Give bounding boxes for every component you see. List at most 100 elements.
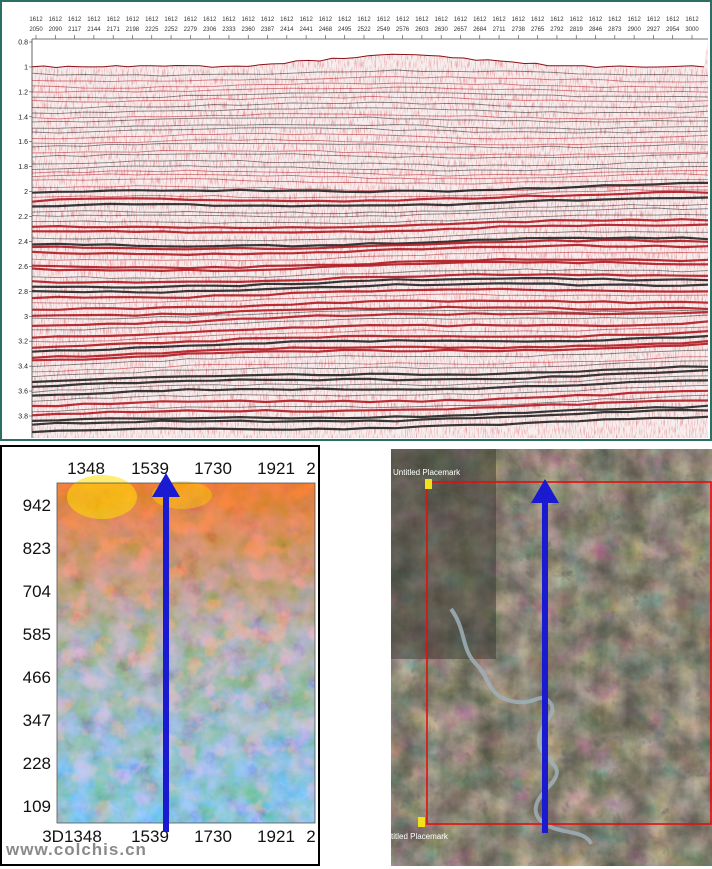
- placemark-bottom: titled Placemark: [391, 817, 449, 841]
- inline-label: 1612: [106, 17, 120, 23]
- trace-label: 2819: [570, 27, 584, 33]
- placemark-top-label: Untitled Placemark: [393, 468, 461, 477]
- inline-label: 1612: [492, 17, 506, 23]
- trace-header: 1612 2360: [242, 17, 256, 39]
- trace-label: 2873: [608, 27, 622, 33]
- inline-label: 1612: [666, 17, 680, 23]
- map-x-tick-label: 3D1348: [42, 827, 102, 846]
- trace-header: 1612 2090: [49, 17, 63, 39]
- map-x-tick-label: 1921: [257, 827, 295, 846]
- trace-label: 2441: [299, 27, 313, 33]
- map-y-tick-label: 347: [23, 711, 51, 730]
- map-x-tick-label: 1730: [194, 459, 232, 478]
- time-tick-label: 3: [24, 314, 28, 321]
- trace-header: 1612 2684: [473, 17, 487, 39]
- trace-header: 1612 2171: [106, 17, 121, 39]
- inline-label: 1612: [299, 17, 313, 23]
- trace-header: 1612 2495: [338, 17, 352, 39]
- inline-label: 1612: [280, 17, 294, 23]
- satellite-image: Untitled Placemark titled Placemark: [391, 449, 712, 866]
- trace-label: 2927: [647, 27, 661, 33]
- time-tick-label: 0.8: [18, 40, 28, 47]
- trace-header: 1612 2333: [222, 17, 236, 39]
- trace-label: 2792: [550, 27, 564, 33]
- satellite-image-panel: Untitled Placemark titled Placemark: [391, 449, 712, 866]
- trace-label: 2630: [434, 27, 448, 33]
- trace-label: 2387: [261, 27, 275, 33]
- map-y-tick-label: 942: [23, 496, 51, 515]
- inline-label: 1612: [570, 17, 584, 23]
- seismic-section-panel: 1612 2050 1612 2090 1612 2117 1612 2144 1612 2171…: [0, 0, 712, 441]
- map-x-tick-label: 1539: [131, 459, 169, 478]
- time-tick-label: 2.6: [18, 264, 28, 271]
- inline-label: 1612: [685, 17, 699, 23]
- placemark-bottom-label: titled Placemark: [391, 832, 449, 841]
- time-tick-label: 1.8: [18, 164, 28, 171]
- trace-header: 1612 2144: [87, 17, 101, 39]
- inline-label: 1612: [222, 17, 236, 23]
- trace-label: 2846: [589, 27, 603, 33]
- inline-label: 1612: [49, 17, 63, 23]
- placemark-top: Untitled Placemark: [393, 468, 461, 489]
- inline-label: 1612: [531, 17, 545, 23]
- seismic-section-chart: 1612 2050 1612 2090 1612 2117 1612 2144 1612 2171…: [18, 17, 709, 438]
- inline-label: 1612: [145, 17, 159, 23]
- trace-header: 1612 2198: [126, 17, 140, 39]
- trace-label: 2171: [106, 27, 120, 33]
- trace-label: 2738: [512, 27, 526, 33]
- inline-label: 1612: [608, 17, 622, 23]
- inline-label: 1612: [68, 17, 82, 23]
- seismic-reflectors: [31, 40, 709, 434]
- time-tick-label: 2: [24, 189, 28, 196]
- trace-label: 2684: [473, 27, 487, 33]
- trace-label: 2252: [164, 27, 178, 33]
- trace-label: 2090: [49, 27, 63, 33]
- map-x-tick-label: 1921: [257, 459, 295, 478]
- profile-arrow: [152, 473, 180, 832]
- trace-label: 2576: [396, 27, 410, 33]
- trace-header: 1612 2576: [396, 17, 410, 39]
- trace-label: 2954: [666, 27, 680, 33]
- time-tick-label: 2.2: [18, 214, 28, 221]
- time-axis-labels: 0.8 1 1.2 1.4 1.6 1.8 2 2.2 2.4 2.6 2.8 3 3.2 3.4 3.6 3…: [18, 40, 32, 421]
- map-x-tick-label: 1730: [194, 827, 232, 846]
- inline-label: 1612: [454, 17, 468, 23]
- inline-label: 1612: [184, 17, 198, 23]
- time-tick-label: 3.2: [18, 339, 28, 346]
- map-x-axis-bottom: 3D1348 1539 1730 1921 2: [42, 827, 316, 846]
- trace-header: 1612 2603: [415, 17, 429, 39]
- inline-label: 1612: [589, 17, 603, 23]
- trace-label: 2495: [338, 27, 352, 33]
- map-y-tick-label: 704: [23, 582, 51, 601]
- time-tick-label: 3.8: [18, 414, 28, 421]
- trace-header: 1612 2630: [434, 17, 449, 39]
- trace-header: 1612 2846: [589, 17, 603, 39]
- trace-header: 1612 2792: [550, 17, 564, 39]
- time-tick-label: 3.6: [18, 389, 28, 396]
- inline-label: 1612: [434, 17, 448, 23]
- trace-header-labels: 1612 2050 1612 2090 1612 2117 1612 2144 1612 2171…: [29, 17, 699, 39]
- time-tick-label: 3.4: [18, 364, 28, 371]
- trace-label: 2765: [531, 27, 545, 33]
- map-y-tick-label: 228: [23, 754, 51, 773]
- inline-label: 1612: [415, 17, 429, 23]
- inline-label: 1612: [627, 17, 641, 23]
- map-x-axis-top: 1348 1539 1730 1921 2: [67, 459, 316, 478]
- inline-label: 1612: [377, 17, 391, 23]
- inline-label: 1612: [338, 17, 352, 23]
- trace-header: 1612 2522: [357, 17, 371, 39]
- inline-label: 1612: [164, 17, 178, 23]
- trace-header: 1612 2657: [454, 17, 468, 39]
- time-tick-label: 1.6: [18, 139, 28, 146]
- time-tick-label: 1: [24, 64, 28, 71]
- map-x-tick-label: 1348: [67, 459, 105, 478]
- inline-label: 1612: [473, 17, 487, 23]
- trace-label: 2603: [415, 27, 429, 33]
- inline-label: 1612: [242, 17, 256, 23]
- time-tick-label: 1.2: [18, 89, 28, 96]
- map-y-axis: 942 823 704 585 466 347 228 109: [23, 496, 51, 816]
- trace-label: 2657: [454, 27, 468, 33]
- trace-header: 1612 2738: [512, 17, 526, 39]
- trace-label: 2549: [377, 27, 391, 33]
- trace-label: 2522: [357, 27, 371, 33]
